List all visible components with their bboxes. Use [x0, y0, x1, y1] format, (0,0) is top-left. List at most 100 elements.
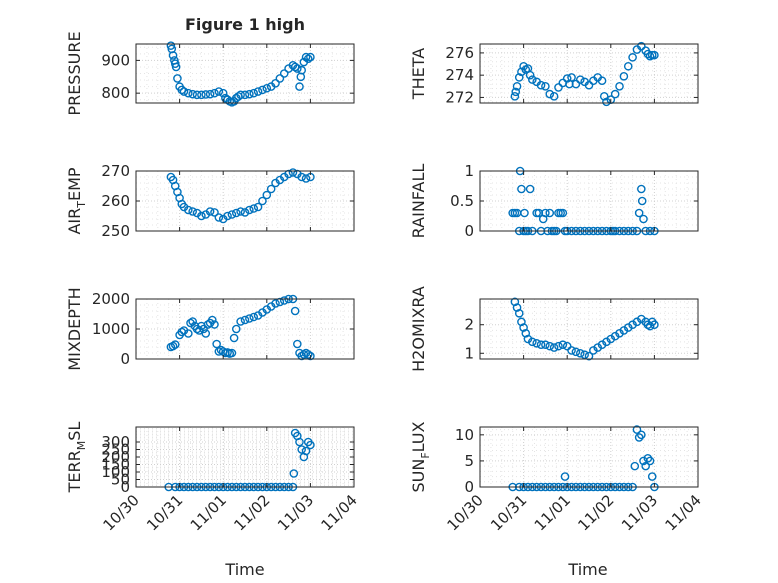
- y-tick-label: 800: [101, 84, 130, 102]
- data-point: [227, 348, 237, 358]
- y-tick-label: 276: [445, 44, 474, 62]
- data-point: [306, 440, 315, 450]
- data-point: [262, 190, 272, 200]
- data-point: [519, 323, 528, 332]
- data-point: [284, 169, 293, 179]
- data-point: [303, 54, 313, 64]
- data-point: [645, 456, 655, 466]
- data-point: [571, 79, 581, 89]
- data-point: [290, 306, 300, 316]
- subplot-air_temp: 250 260 270 AIRTEMP: [65, 162, 355, 240]
- data-point: [303, 350, 313, 359]
- data-point: [641, 461, 650, 471]
- data-point: [610, 89, 620, 99]
- data-point: [168, 341, 178, 351]
- data-point: [188, 89, 197, 99]
- data-point: [634, 433, 644, 442]
- y-tick-label: 272: [445, 88, 474, 106]
- data-point: [554, 341, 563, 351]
- data-point: [258, 85, 267, 95]
- data-point: [245, 89, 254, 99]
- subplot-mixdepth: 0 1000 2000 MIXDEPTH: [65, 287, 355, 371]
- y-axis-label: AIRTEMP: [65, 167, 88, 234]
- data-point: [223, 211, 232, 221]
- y-tick-label: 0.5: [450, 192, 474, 210]
- data-point: [637, 430, 646, 440]
- data-point: [177, 85, 187, 95]
- subplot-rainfall: 0 0.5 1 RAINFALL: [409, 162, 699, 240]
- data-point: [201, 90, 211, 99]
- data-point: [306, 52, 315, 62]
- data-point: [253, 87, 263, 96]
- data-point: [558, 208, 568, 218]
- data-point: [205, 207, 215, 216]
- y-tick-label: 2000: [92, 290, 130, 308]
- data-point: [584, 80, 594, 90]
- data-point: [212, 339, 221, 349]
- data-point: [253, 202, 263, 212]
- data-point: [199, 324, 208, 334]
- data-point: [541, 82, 550, 91]
- y-tick-label: 200: [101, 448, 130, 466]
- y-tick-label: 300: [101, 433, 130, 451]
- data-point: [532, 338, 541, 348]
- data-point: [536, 80, 546, 90]
- data-point: [231, 208, 241, 218]
- y-axis-label: MIXDEPTH: [65, 287, 84, 370]
- y-tick-label: 50: [111, 471, 130, 489]
- data-point: [249, 88, 259, 98]
- data-point: [290, 62, 300, 72]
- data-point: [525, 184, 535, 194]
- data-point: [229, 333, 239, 343]
- data-point: [197, 90, 206, 100]
- data-point: [258, 196, 267, 206]
- y-tick-label: 100: [101, 463, 130, 481]
- data-point: [295, 82, 304, 91]
- data-point: [558, 340, 568, 350]
- data-point: [240, 90, 250, 100]
- data-point: [630, 461, 640, 471]
- y-tick-label: 274: [445, 66, 474, 84]
- data-point: [293, 339, 302, 349]
- data-point: [650, 320, 659, 330]
- y-tick-label: 1: [464, 162, 474, 180]
- data-point: [279, 296, 289, 305]
- y-tick-label: 1: [464, 344, 474, 362]
- data-point: [643, 454, 653, 463]
- y-axis-label: PRESSURE: [65, 31, 84, 115]
- data-point: [510, 92, 520, 101]
- axes-box: [479, 298, 699, 360]
- data-point: [279, 69, 289, 78]
- data-point: [249, 204, 259, 213]
- y-tick-label: 260: [101, 192, 130, 210]
- data-point: [201, 329, 211, 338]
- data-point: [288, 168, 298, 177]
- data-point: [192, 90, 202, 100]
- data-point: [210, 208, 219, 217]
- data-point: [602, 97, 611, 107]
- data-point: [514, 308, 524, 318]
- y-axis-label: THETA: [409, 48, 428, 100]
- data-point: [628, 53, 637, 62]
- data-point: [599, 92, 609, 101]
- data-point: [517, 317, 526, 327]
- data-point: [623, 61, 633, 71]
- data-point: [262, 83, 272, 93]
- y-tick-label: 150: [101, 456, 130, 474]
- data-point: [301, 446, 311, 456]
- data-point: [249, 312, 259, 322]
- data-point: [528, 75, 537, 84]
- data-point: [275, 297, 285, 307]
- y-tick-label: 250: [101, 222, 130, 240]
- data-point: [615, 82, 624, 91]
- data-point: [173, 74, 182, 83]
- axes-box: [135, 43, 355, 104]
- data-point: [227, 210, 237, 219]
- data-point: [645, 321, 655, 331]
- data-point: [301, 174, 311, 183]
- data-point: [525, 70, 535, 80]
- x-axis-label-left: Time: [224, 560, 264, 579]
- data-point: [567, 73, 576, 82]
- data-point: [521, 328, 531, 338]
